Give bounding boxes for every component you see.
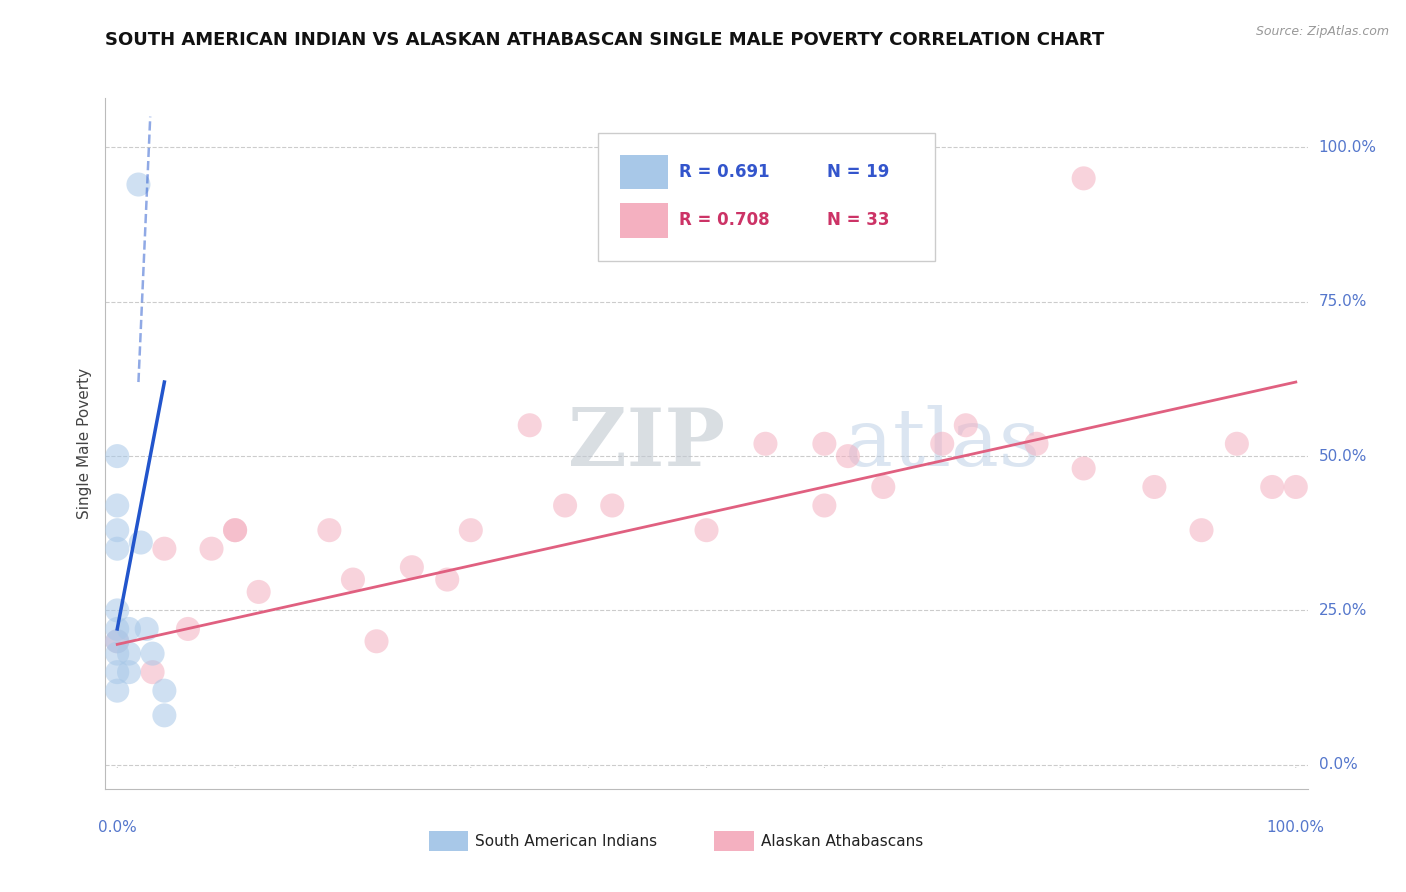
Point	[105, 449, 128, 463]
Point	[105, 634, 128, 648]
Point	[813, 437, 835, 451]
Point	[1073, 461, 1095, 475]
Point	[342, 573, 364, 587]
Point	[127, 178, 149, 192]
Point	[696, 523, 718, 537]
Text: 0.0%: 0.0%	[98, 820, 136, 835]
Point	[105, 603, 128, 617]
Point	[105, 499, 128, 513]
Text: 100.0%: 100.0%	[1319, 140, 1376, 155]
FancyBboxPatch shape	[620, 203, 668, 238]
Point	[224, 523, 246, 537]
Point	[224, 523, 246, 537]
FancyBboxPatch shape	[620, 155, 668, 189]
Point	[837, 449, 859, 463]
Y-axis label: Single Male Poverty: Single Male Poverty	[76, 368, 91, 519]
Point	[105, 634, 128, 648]
Point	[554, 499, 576, 513]
Text: Source: ZipAtlas.com: Source: ZipAtlas.com	[1256, 25, 1389, 38]
Point	[1285, 480, 1308, 494]
Point	[1143, 480, 1166, 494]
Point	[318, 523, 340, 537]
Text: 75.0%: 75.0%	[1319, 294, 1367, 310]
Text: 25.0%: 25.0%	[1319, 603, 1367, 618]
Point	[142, 665, 165, 680]
Point	[1261, 480, 1284, 494]
Point	[460, 523, 482, 537]
Text: 0.0%: 0.0%	[1319, 757, 1357, 772]
Point	[135, 622, 157, 636]
Point	[105, 683, 128, 698]
Text: 50.0%: 50.0%	[1319, 449, 1367, 464]
Point	[813, 499, 835, 513]
Point	[153, 708, 176, 723]
Point	[105, 622, 128, 636]
Point	[754, 437, 776, 451]
Point	[105, 647, 128, 661]
Text: atlas: atlas	[845, 405, 1040, 483]
Text: N = 33: N = 33	[827, 211, 889, 229]
Point	[200, 541, 222, 556]
Text: SOUTH AMERICAN INDIAN VS ALASKAN ATHABASCAN SINGLE MALE POVERTY CORRELATION CHAR: SOUTH AMERICAN INDIAN VS ALASKAN ATHABAS…	[105, 31, 1105, 49]
Text: R = 0.708: R = 0.708	[679, 211, 769, 229]
Point	[118, 665, 141, 680]
Point	[153, 541, 176, 556]
Point	[118, 647, 141, 661]
Point	[177, 622, 200, 636]
Text: Alaskan Athabascans: Alaskan Athabascans	[761, 834, 922, 848]
Text: ZIP: ZIP	[568, 405, 725, 483]
Text: N = 19: N = 19	[827, 163, 889, 181]
Text: South American Indians: South American Indians	[475, 834, 658, 848]
Point	[366, 634, 388, 648]
Point	[955, 418, 977, 433]
Point	[1191, 523, 1213, 537]
Point	[519, 418, 541, 433]
Point	[1073, 171, 1095, 186]
Point	[105, 523, 128, 537]
Point	[931, 437, 953, 451]
Point	[105, 665, 128, 680]
Point	[600, 499, 623, 513]
Point	[872, 480, 894, 494]
Point	[1226, 437, 1249, 451]
Point	[1025, 437, 1047, 451]
Text: 100.0%: 100.0%	[1267, 820, 1324, 835]
Point	[105, 541, 128, 556]
Point	[401, 560, 423, 574]
Point	[129, 535, 152, 549]
Point	[142, 647, 165, 661]
FancyBboxPatch shape	[599, 133, 935, 260]
Point	[153, 683, 176, 698]
Text: R = 0.691: R = 0.691	[679, 163, 769, 181]
Point	[118, 622, 141, 636]
Point	[436, 573, 458, 587]
Point	[247, 585, 270, 599]
